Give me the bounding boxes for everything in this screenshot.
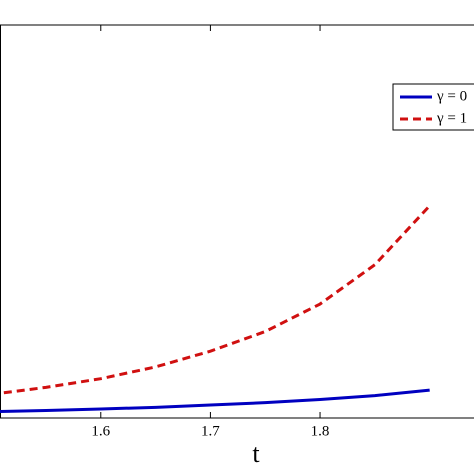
legend-label: γ = 0 [436, 88, 467, 104]
line-series [0, 388, 430, 414]
x-tick-label: 1.8 [311, 423, 330, 439]
x-tick-label: 1.5 [0, 423, 1, 439]
x-tick-label: 1.6 [91, 423, 110, 439]
legend-box [392, 83, 474, 131]
x-axis-label: t [252, 439, 260, 468]
x-tick-label: 1.7 [201, 423, 220, 439]
line-series [0, 204, 431, 395]
legend-label: γ = 1 [436, 110, 467, 126]
plot-frame [0, 24, 474, 419]
